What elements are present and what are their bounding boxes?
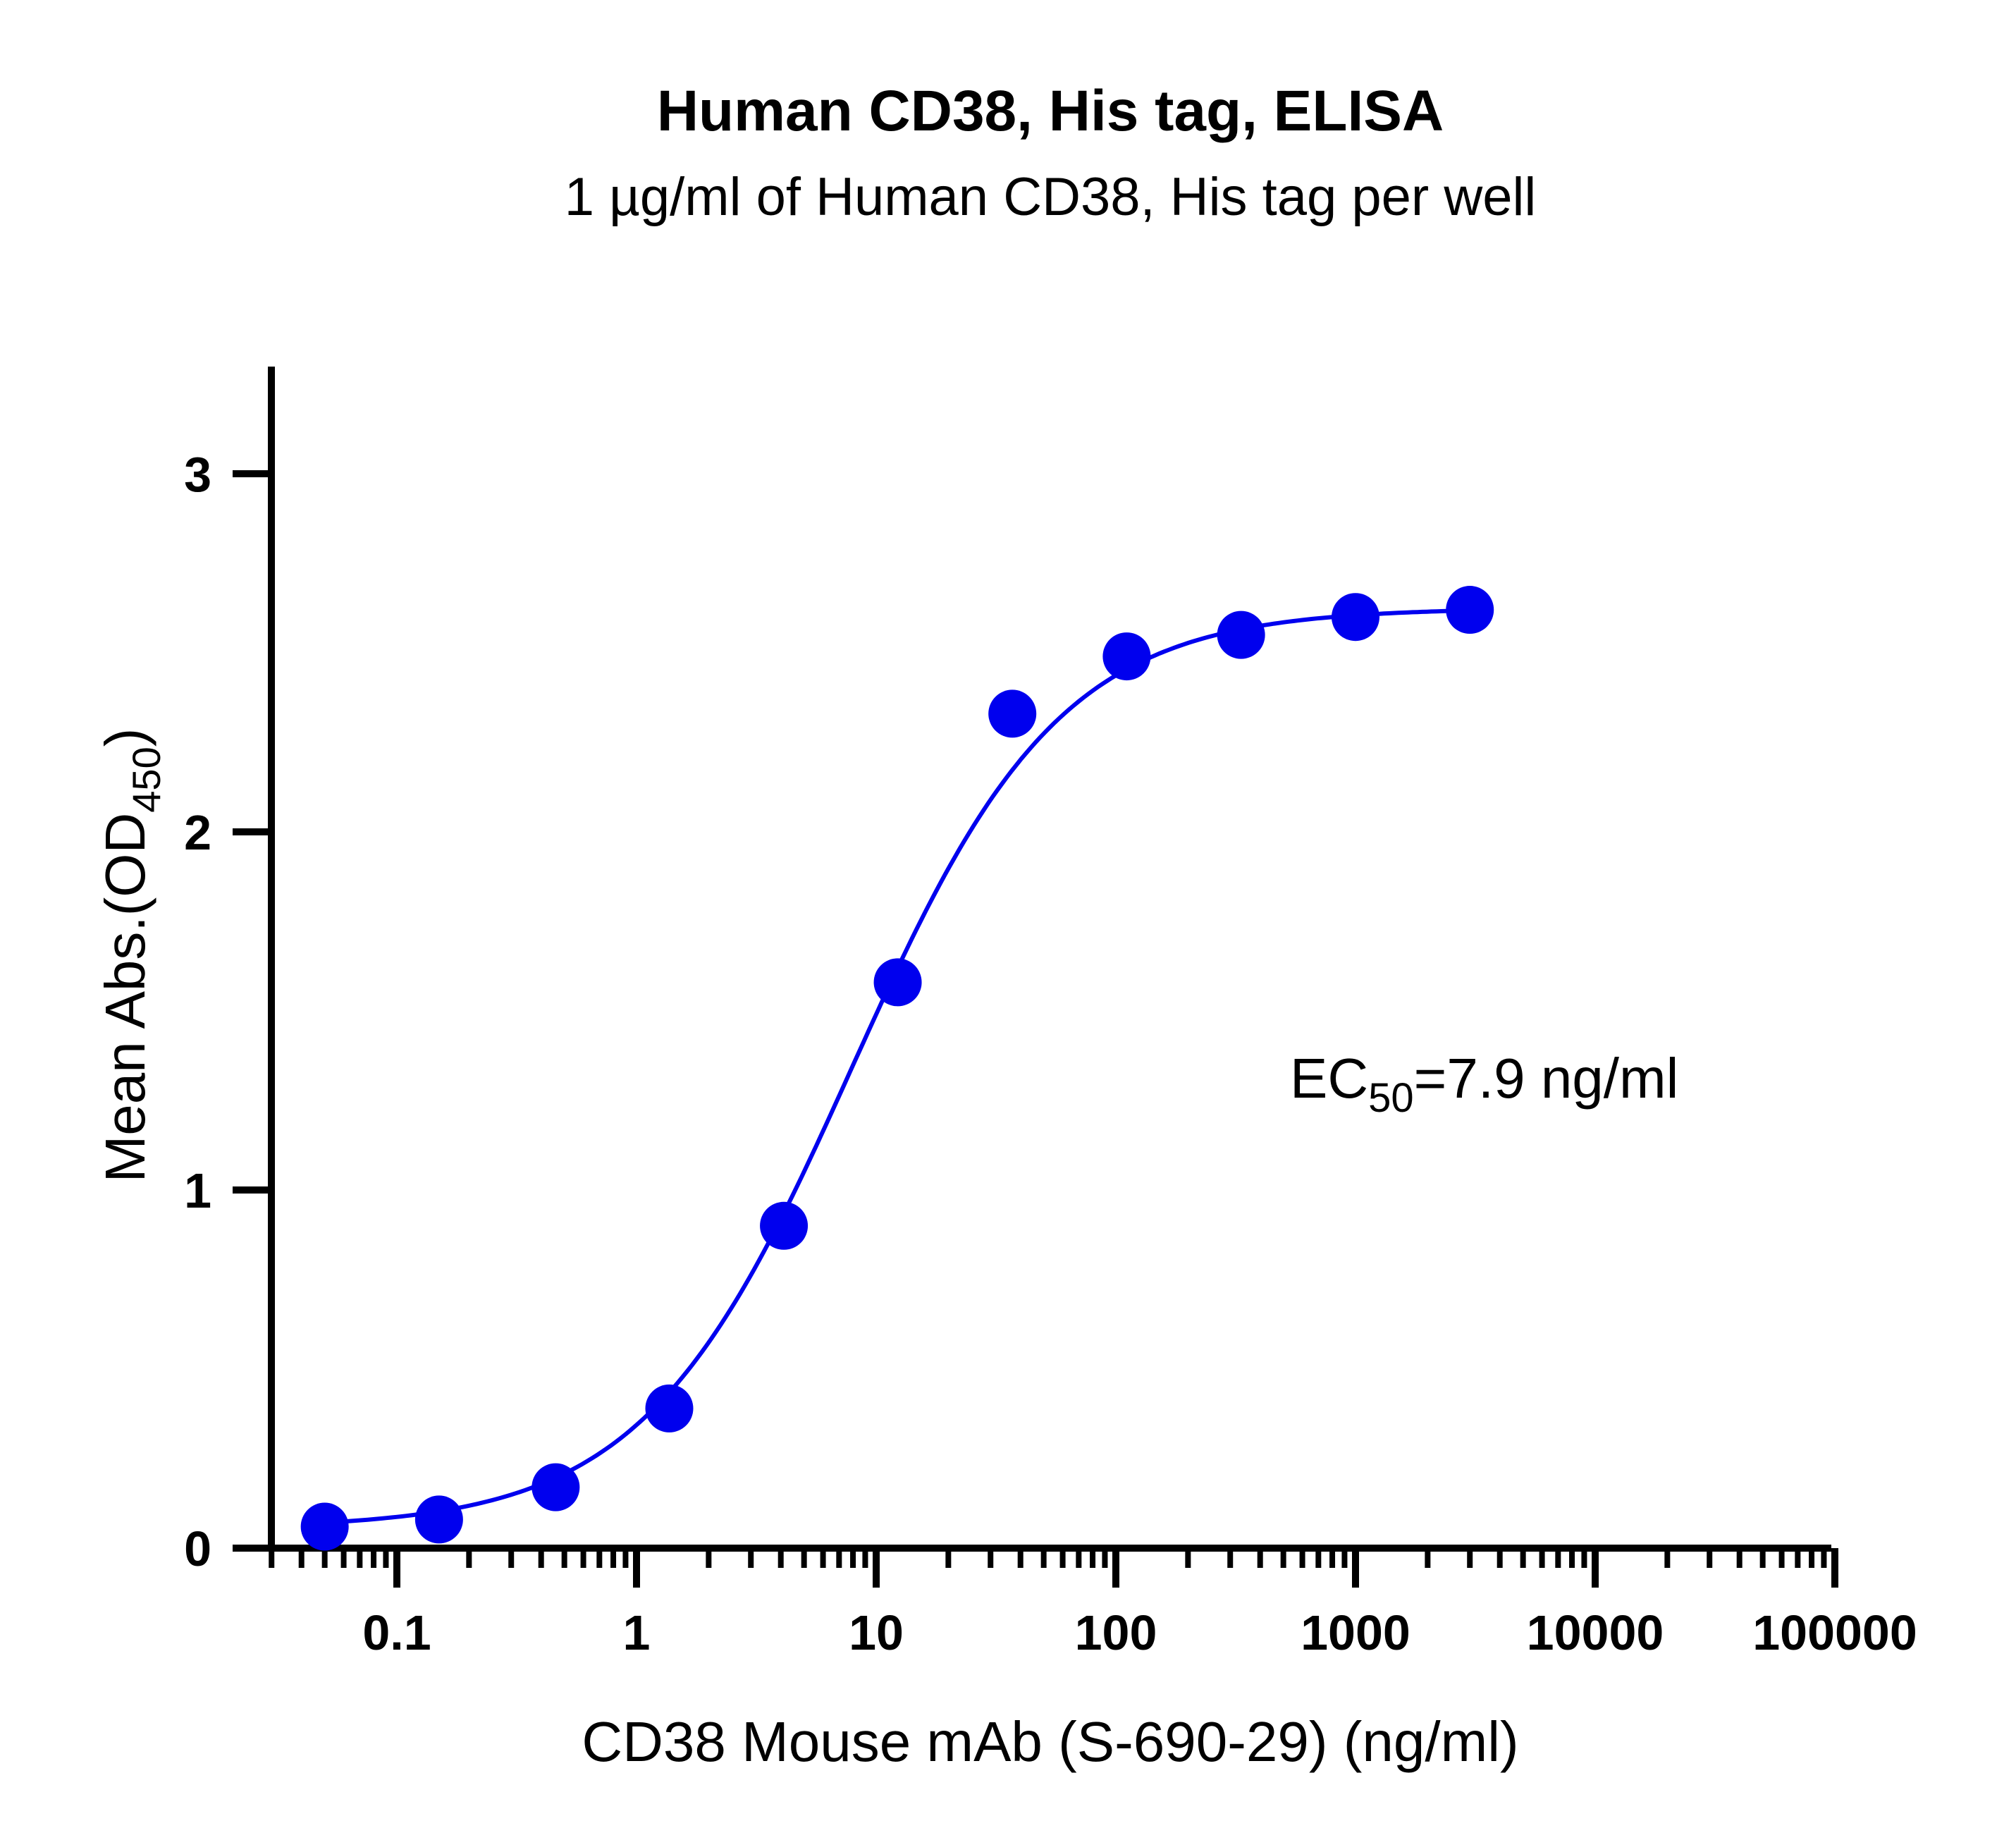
data-point (1102, 632, 1151, 681)
data-point (988, 689, 1037, 738)
x-tick-label: 0.1 (362, 1605, 431, 1660)
y-tick-label: 1 (184, 1163, 211, 1218)
data-point (873, 958, 922, 1007)
y-axis-label-sub: 450 (124, 747, 168, 812)
x-tick-label: 100 (1075, 1605, 1157, 1660)
ec50-prefix: EC (1290, 1047, 1368, 1110)
ec50-sub: 50 (1368, 1075, 1414, 1121)
x-ticks: 0.1 1 10 100 1000 10000 100000 (269, 1548, 1917, 1660)
data-point (300, 1502, 349, 1551)
data-point (1446, 586, 1494, 634)
y-axis-label-end: ) (94, 728, 156, 747)
y-axis-label: Mean Abs.(OD450) (94, 728, 168, 1183)
chart-title: Human CD38, His tag, ELISA (657, 79, 1444, 143)
data-point (1217, 611, 1265, 659)
data-point (1332, 593, 1379, 642)
ec50-annotation: EC50=7.9 ng/ml (1290, 1047, 1678, 1121)
plot-area (300, 586, 1494, 1551)
y-ticks: 0 1 2 3 (184, 447, 271, 1576)
y-tick-label: 0 (184, 1521, 211, 1576)
x-tick-label: 10000 (1527, 1605, 1664, 1660)
y-tick-label: 2 (184, 805, 211, 860)
data-point (645, 1384, 694, 1433)
x-tick-label: 100000 (1752, 1605, 1917, 1660)
ec50-suffix: =7.9 ng/ml (1414, 1047, 1679, 1110)
y-axis-label-main: Mean Abs.(OD (94, 813, 156, 1183)
data-point (414, 1495, 463, 1544)
y-tick-label: 3 (184, 447, 211, 502)
x-tick-label: 1000 (1301, 1605, 1410, 1660)
x-tick-label: 10 (849, 1605, 904, 1660)
data-point (531, 1463, 580, 1511)
x-axis-label: CD38 Mouse mAb (S-690-29) (ng/ml) (582, 1710, 1518, 1773)
axes (268, 367, 1831, 1552)
chart-subtitle: 1 µg/ml of Human CD38, His tag per well (565, 167, 1537, 227)
data-point (760, 1201, 809, 1250)
x-tick-label: 1 (623, 1605, 651, 1660)
